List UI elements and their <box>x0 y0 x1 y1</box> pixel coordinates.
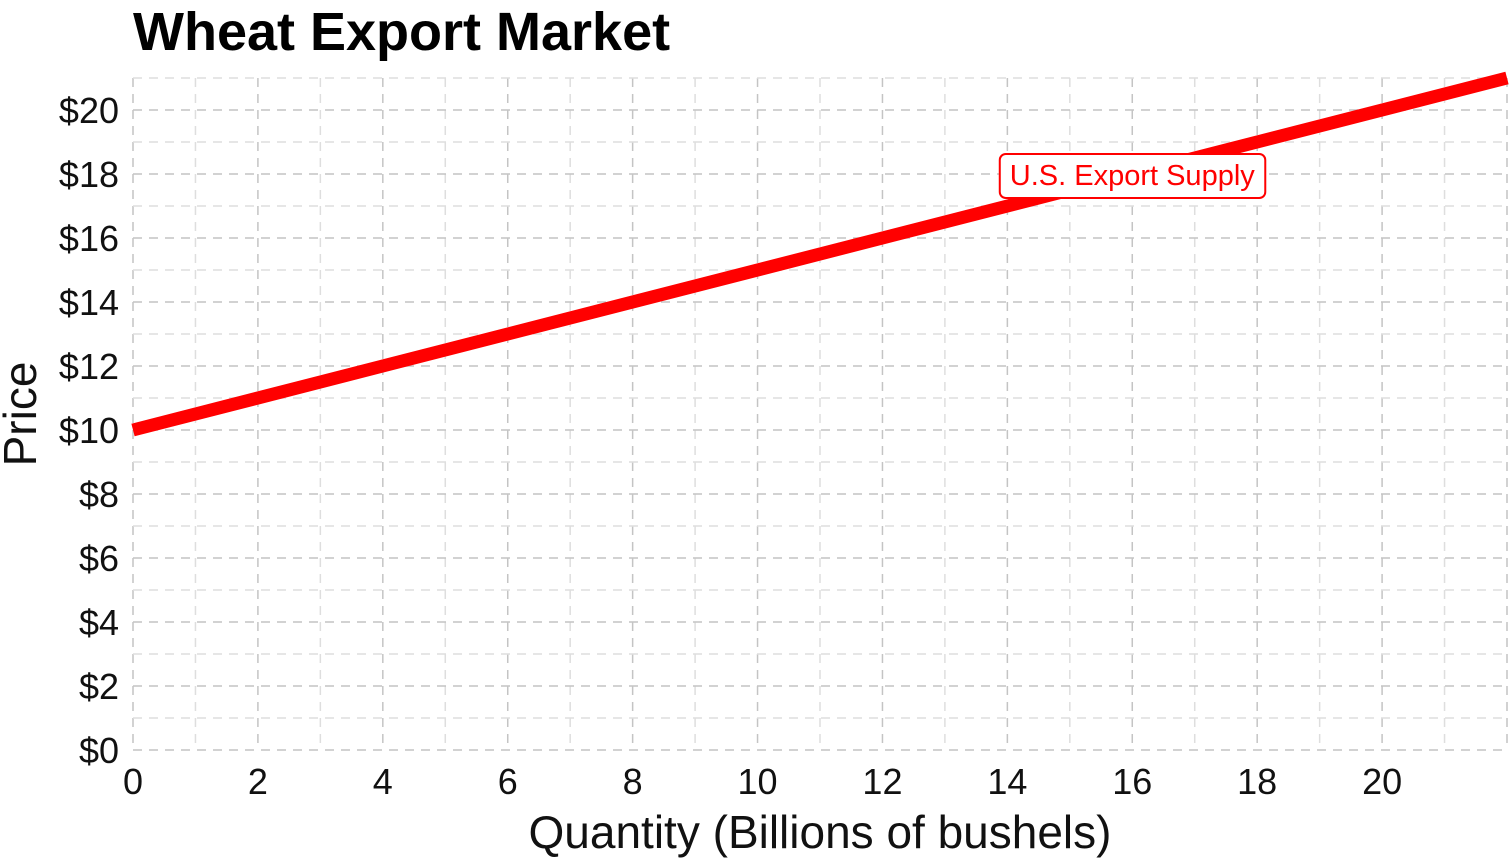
x-axis-label: Quantity (Billions of bushels) <box>529 806 1112 858</box>
y-tick-label: $8 <box>79 474 119 515</box>
y-tick-label: $20 <box>59 90 119 131</box>
y-tick-label: $14 <box>59 282 119 323</box>
y-axis-ticks: $0 $2 $4 $6 $8 $10 $12 $14 $16 $18 $20 <box>59 90 119 771</box>
supply-line <box>131 71 1509 437</box>
series <box>131 71 1509 437</box>
y-tick-label: $6 <box>79 538 119 579</box>
x-tick-label: 20 <box>1362 761 1402 802</box>
x-tick-label: 14 <box>987 761 1027 802</box>
x-tick-label: 18 <box>1237 761 1277 802</box>
x-tick-label: 2 <box>248 761 268 802</box>
chart-title: Wheat Export Market <box>133 2 670 62</box>
y-tick-label: $10 <box>59 410 119 451</box>
x-tick-label: 16 <box>1112 761 1152 802</box>
y-axis-label: Price <box>0 362 46 467</box>
annotation-label: U.S. Export Supply <box>998 153 1267 199</box>
grid <box>132 77 1508 751</box>
y-tick-label: $18 <box>59 154 119 195</box>
annotation-text: U.S. Export Supply <box>1010 160 1255 192</box>
x-tick-label: 8 <box>623 761 643 802</box>
annotations: U.S. Export Supply <box>998 153 1267 199</box>
y-tick-label: $2 <box>79 666 119 707</box>
x-tick-label: 10 <box>738 761 778 802</box>
x-tick-label: 12 <box>862 761 902 802</box>
annotation-box <box>998 153 1267 199</box>
y-tick-label: $0 <box>79 730 119 771</box>
x-tick-label: 6 <box>498 761 518 802</box>
y-tick-label: $12 <box>59 346 119 387</box>
x-axis-ticks: 0 2 4 6 8 10 12 14 16 18 20 <box>123 761 1402 802</box>
y-tick-label: $16 <box>59 218 119 259</box>
y-tick-label: $4 <box>79 602 119 643</box>
x-tick-label: 4 <box>373 761 393 802</box>
x-tick-label: 0 <box>123 761 143 802</box>
